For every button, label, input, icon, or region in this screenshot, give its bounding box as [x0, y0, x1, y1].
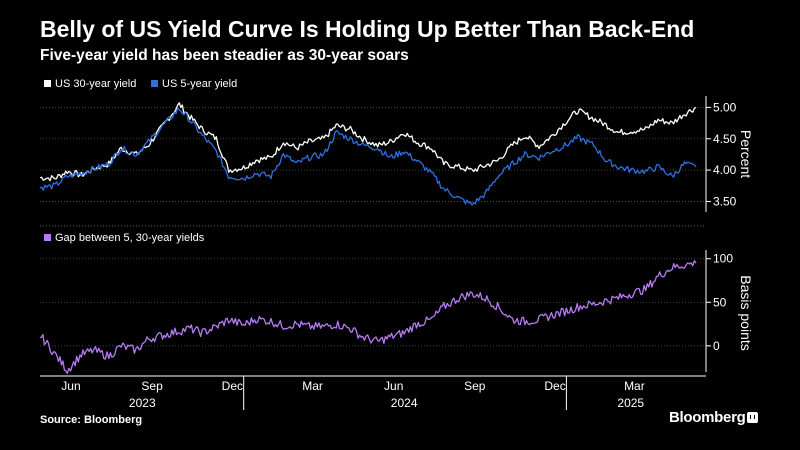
series-line-us-30-year-yield [39, 102, 697, 182]
y-tick-label: 5.00 [713, 100, 737, 114]
legend-swatch-5y [151, 80, 158, 87]
legend-swatch-30y [44, 80, 51, 87]
legend-label-30y: US 30-year yield [55, 78, 136, 90]
x-month-label: Jun [61, 379, 80, 393]
brand-logo: Bloomberg [669, 409, 746, 426]
series-group [39, 102, 697, 374]
x-year-label: 2025 [617, 396, 644, 410]
x-year-label: 2024 [391, 396, 418, 410]
gridlines [40, 107, 706, 347]
y-tick-label: 100 [713, 252, 733, 266]
legend-swatch-gap [44, 234, 51, 241]
chart-title: Belly of US Yield Curve Is Holding Up Be… [40, 16, 695, 42]
bloomberg-terminal-icon [747, 412, 758, 423]
bottom-y-label: Basis points [738, 275, 754, 350]
y-tick-label: 3.50 [713, 194, 737, 208]
x-month-label: Dec [222, 379, 243, 393]
x-ticks: Jun Sep Dec Mar Jun Sep Dec Mar 2023 2024 2025 [61, 376, 645, 410]
x-month-label: Mar [302, 379, 323, 393]
chart-subtitle: Five-year yield has been steadier as 30-… [40, 47, 409, 64]
y-tick-label: 0 [713, 339, 720, 353]
x-month-label: Dec [544, 379, 565, 393]
x-month-label: Mar [624, 379, 645, 393]
legend-label-gap: Gap between 5, 30-year yields [55, 232, 205, 244]
legend-label-5y: US 5-year yield [162, 78, 237, 90]
series-line-us-5-year-yield [39, 107, 697, 206]
y-tick-label: 4.00 [713, 163, 737, 177]
x-year-label: 2023 [129, 396, 156, 410]
x-month-label: Jun [384, 379, 403, 393]
y-tick-label: 4.50 [713, 132, 737, 146]
y-ticks: 5.00 4.50 4.00 3.50 100 50 0 [706, 100, 737, 353]
top-y-label: Percent [738, 130, 754, 178]
series-line-gap-between-5-30-year-yields [39, 260, 697, 374]
source-note: Source: Bloomberg [40, 414, 143, 426]
x-month-label: Sep [141, 379, 163, 393]
x-month-label: Sep [464, 379, 486, 393]
y-tick-label: 50 [713, 295, 727, 309]
